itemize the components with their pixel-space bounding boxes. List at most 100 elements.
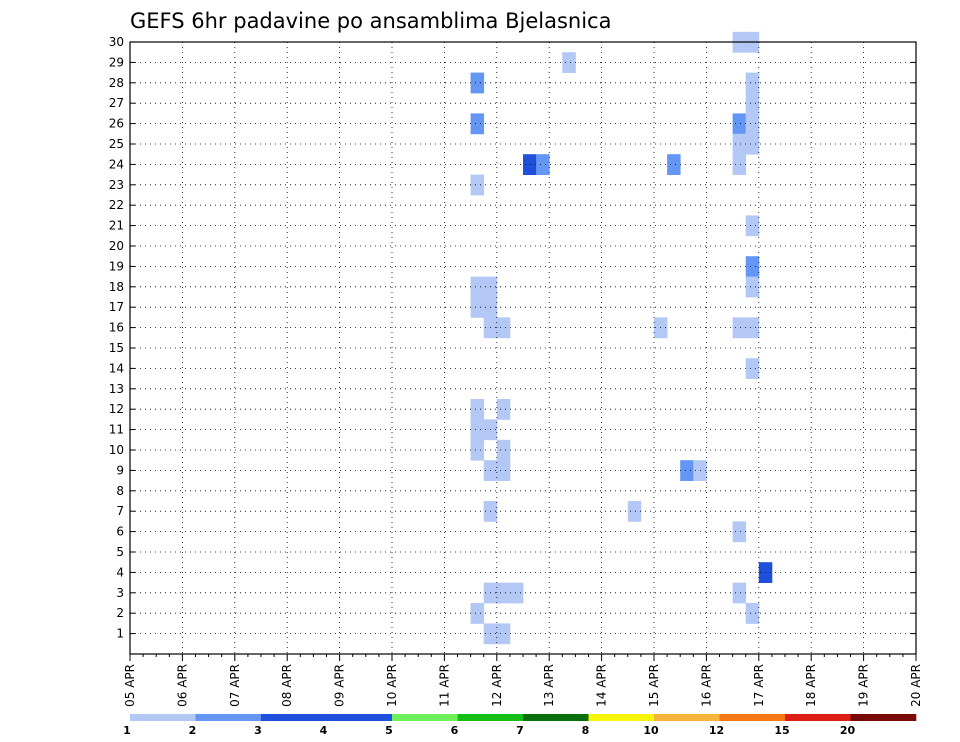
precip-cell: [732, 582, 747, 604]
precip-cell: [496, 399, 511, 420]
x-tick-label: 09 APR: [333, 664, 347, 707]
dotted-grid: [130, 41, 916, 654]
precip-cell: [680, 460, 694, 481]
precip-cell: [667, 154, 681, 175]
y-tick-label: 7: [116, 504, 124, 518]
precip-cell: [470, 72, 485, 94]
y-tick-label: 6: [116, 525, 124, 539]
y-tick-label: 9: [116, 463, 124, 477]
x-tick-label: 18 APR: [804, 664, 818, 707]
colorbar-label: 7: [516, 724, 524, 737]
y-tick-label: 22: [109, 198, 124, 212]
y-tick-label: 13: [109, 382, 124, 396]
x-tick-label: 10 APR: [385, 664, 399, 707]
x-tick-label: 11 APR: [437, 664, 451, 707]
x-axis: 05 APR 06 APR 07 APR 08 APR 09 APR 10 APR 11 A…: [123, 654, 923, 707]
precip-cell: [745, 256, 760, 277]
y-tick-label: 24: [109, 157, 124, 171]
precip-cell: [745, 358, 760, 379]
precip-cell: [496, 582, 511, 604]
y-tick-label: 28: [109, 76, 124, 90]
colorbar-swatch: [130, 714, 196, 721]
colorbar-swatch: [457, 714, 524, 721]
precip-cell: [470, 297, 485, 318]
y-tick-label: 5: [116, 545, 124, 559]
x-tick-label: 16 APR: [699, 664, 713, 707]
colorbar-label: 5: [385, 724, 393, 737]
x-tick-label: 08 APR: [280, 664, 294, 707]
y-axis: 1234567891011121314151617181920212223242…: [109, 35, 916, 641]
precip-cell: [732, 317, 747, 339]
colorbar-swatch: [850, 714, 917, 721]
precip-cell: [496, 439, 511, 461]
colorbar-label: 12: [709, 724, 724, 737]
y-tick-label: 11: [109, 423, 124, 437]
colorbar-swatch: [654, 714, 720, 721]
colorbar-swatch: [785, 714, 851, 721]
precip-cell: [523, 154, 537, 175]
precip-cell: [496, 317, 511, 339]
y-tick-label: 27: [109, 96, 124, 110]
y-tick-label: 15: [109, 341, 124, 355]
precip-cell: [732, 133, 747, 155]
x-tick-label: 06 APR: [175, 664, 189, 707]
precip-cell: [745, 317, 760, 339]
precip-cell: [496, 460, 511, 481]
precip-cell: [732, 154, 747, 175]
precip-cell: [745, 603, 760, 624]
y-tick-label: 20: [109, 239, 124, 253]
colorbar-label: 2: [189, 724, 197, 737]
precipitation-cells: [470, 31, 773, 645]
x-tick-label: 14 APR: [595, 664, 609, 707]
y-tick-label: 17: [109, 300, 124, 314]
colorbar-label: 10: [643, 724, 659, 737]
x-tick-label: 15 APR: [647, 664, 661, 707]
precip-cell: [470, 419, 485, 441]
x-tick-label: 17 APR: [752, 664, 766, 707]
precip-cell: [745, 276, 760, 298]
colorbar-label: 3: [254, 724, 262, 737]
y-tick-label: 23: [109, 178, 124, 192]
colorbar-swatch: [588, 714, 655, 721]
colorbar-swatch: [523, 714, 589, 721]
y-tick-label: 30: [109, 35, 124, 49]
colorbar-label: 8: [582, 724, 590, 737]
x-tick-label: 12 APR: [490, 664, 504, 707]
y-tick-label: 29: [109, 55, 124, 69]
y-tick-label: 1: [116, 627, 124, 641]
colorbar-label: 20: [840, 724, 856, 737]
precip-cell: [745, 72, 760, 94]
precip-cell: [470, 113, 485, 135]
colorbar-label: 4: [320, 724, 328, 737]
colorbar-label: 6: [451, 724, 459, 737]
colorbar-label: 1: [123, 724, 131, 737]
precip-cell: [470, 399, 485, 420]
colorbar-swatch: [326, 714, 393, 721]
precip-cell: [470, 276, 485, 298]
x-tick-label: 13 APR: [542, 664, 556, 707]
y-tick-label: 8: [116, 484, 124, 498]
precip-cell: [470, 174, 485, 196]
y-tick-label: 19: [109, 259, 124, 273]
colorbar-swatch: [195, 714, 262, 721]
precip-cell: [496, 623, 511, 645]
colorbar-swatch: [261, 714, 327, 721]
precip-cell: [470, 603, 485, 624]
colorbar-swatch: [392, 714, 458, 721]
precip-cell: [745, 113, 760, 135]
precip-cell: [509, 582, 524, 604]
precip-cell: [470, 439, 485, 461]
x-tick-label: 19 APR: [857, 664, 871, 707]
precip-cell: [745, 133, 760, 155]
precip-cell: [745, 215, 760, 237]
y-tick-label: 14: [109, 361, 124, 375]
y-tick-label: 3: [116, 586, 124, 600]
precip-cell: [627, 501, 642, 522]
plot-frame: [129, 41, 917, 655]
y-tick-label: 2: [116, 606, 124, 620]
y-tick-label: 12: [109, 402, 124, 416]
chart-title: GEFS 6hr padavine po ansamblima Bjelasni…: [130, 9, 611, 33]
y-tick-label: 25: [109, 137, 124, 151]
x-tick-label: 07 APR: [228, 664, 242, 707]
y-tick-label: 10: [109, 443, 124, 457]
